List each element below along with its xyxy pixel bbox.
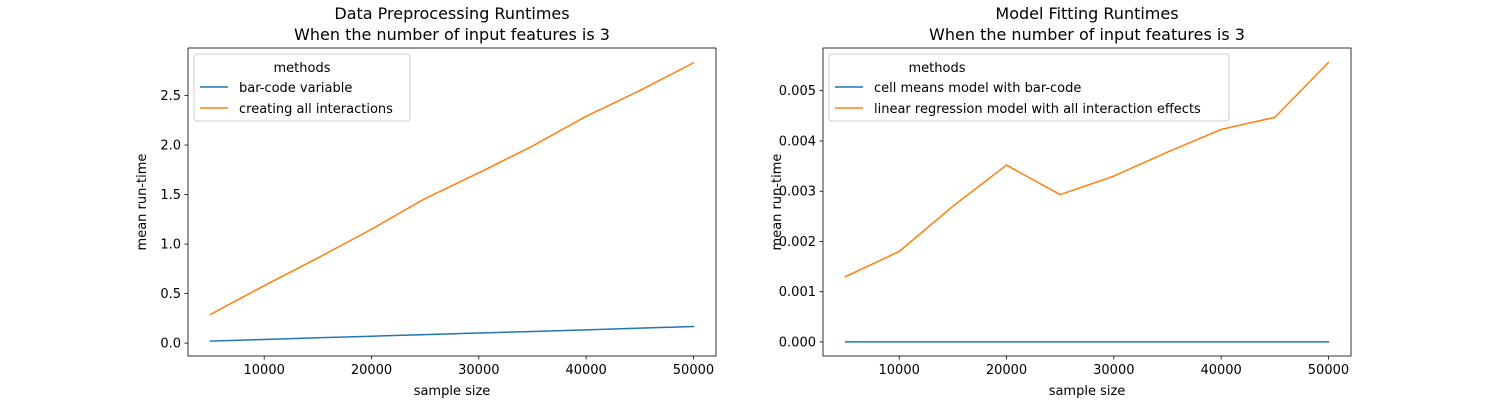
x-tick-label: 40000: [565, 363, 606, 378]
legend-label-0: bar-code variable: [239, 81, 352, 96]
series-line-1: [844, 61, 1330, 278]
y-axis-label: mean run-time: [770, 154, 785, 251]
y-tick-label: 0.002: [779, 235, 816, 250]
x-tick-label: 50000: [1308, 363, 1349, 378]
x-tick-label: 30000: [1093, 363, 1134, 378]
legend: methods cell means model with bar-code lin…: [828, 53, 1230, 122]
chart-subtitle: When the number of input features is 3: [929, 25, 1245, 44]
legend-label-1: creating all interactions: [239, 102, 393, 117]
y-tick-label: 0.5: [160, 287, 181, 302]
chart-model-fitting: Model Fitting Runtimes When the number of…: [770, 4, 1352, 399]
x-tick-label: 40000: [1200, 363, 1241, 378]
x-axis-label: sample size: [414, 384, 491, 399]
legend-title: methods: [909, 61, 966, 76]
x-tick-label: 30000: [458, 363, 499, 378]
legend-label-1: linear regression model with all interac…: [874, 102, 1201, 117]
y-tick-label: 1.0: [160, 238, 181, 253]
plot-frame: [187, 47, 717, 357]
chart-subtitle: When the number of input features is 3: [294, 25, 610, 44]
chart-data-preprocessing: Data Preprocessing Runtimes When the numb…: [135, 4, 717, 399]
x-tick-label: 10000: [244, 363, 285, 378]
chart-title: Model Fitting Runtimes: [995, 4, 1178, 23]
legend-box: [193, 53, 411, 122]
legend-label-0: cell means model with bar-code: [874, 81, 1081, 96]
y-tick-label: 0.001: [779, 285, 816, 300]
legend-title: methods: [274, 61, 331, 76]
y-tick-label: 2.5: [160, 89, 181, 104]
plot-frame: [822, 47, 1352, 357]
y-axis-label: mean run-time: [135, 154, 150, 251]
y-tick-label: 0.0: [160, 337, 181, 352]
y-tick-label: 0.003: [779, 185, 816, 200]
x-tick-label: 20000: [986, 363, 1027, 378]
series-line-0: [209, 325, 695, 342]
y-tick-label: 0.000: [779, 335, 816, 350]
y-tick-label: 0.004: [779, 134, 816, 149]
x-tick-label: 10000: [879, 363, 920, 378]
legend: methods bar-code variable creating all int…: [193, 53, 411, 122]
x-tick-label: 50000: [673, 363, 714, 378]
y-tick-label: 1.5: [160, 188, 181, 203]
legend-box: [828, 53, 1230, 122]
x-axis-label: sample size: [1049, 384, 1126, 399]
y-tick-label: 2.0: [160, 139, 181, 154]
y-tick-label: 0.005: [779, 84, 816, 99]
series-line-1: [209, 61, 695, 316]
chart-title: Data Preprocessing Runtimes: [334, 4, 569, 23]
x-tick-label: 20000: [351, 363, 392, 378]
